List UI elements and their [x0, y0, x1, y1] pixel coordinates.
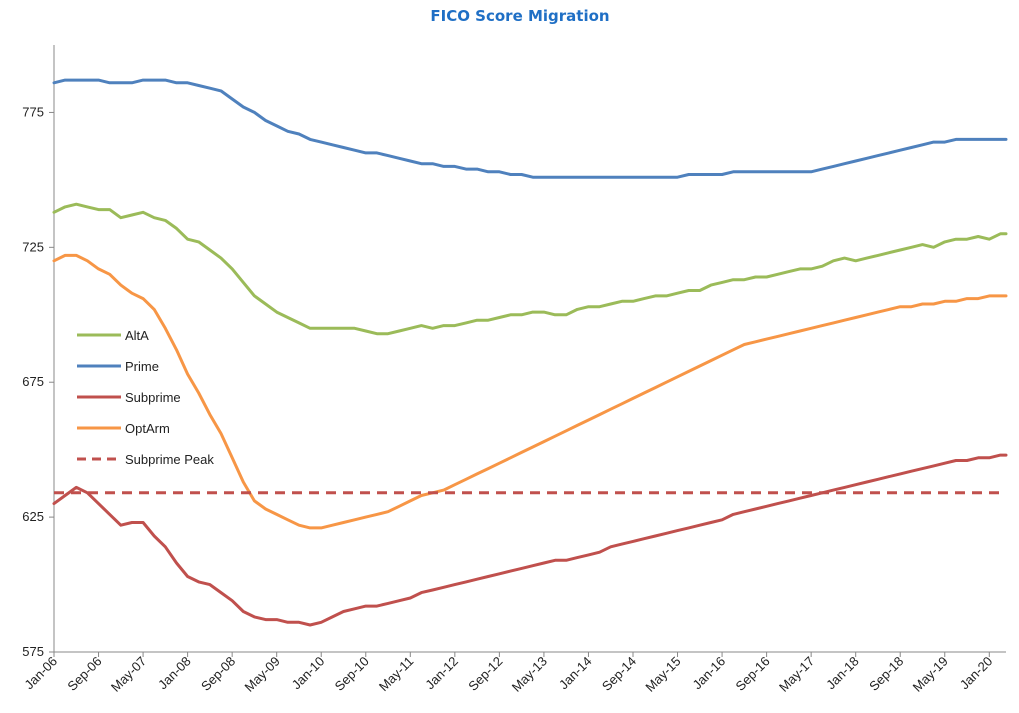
x-tick-label: Jan-16 [689, 654, 728, 693]
y-tick-label: 775 [22, 104, 44, 119]
x-tick-label: Sep-16 [732, 654, 772, 694]
series-line-prime [52, 78, 1008, 179]
x-tick-label: Jan-18 [823, 654, 862, 693]
legend: AltA Prime Subprime OptArm Subprime Peak [77, 328, 214, 467]
y-tick-label: 675 [22, 374, 44, 389]
legend-label: OptArm [125, 421, 170, 436]
x-tick-label: May-09 [242, 654, 283, 695]
x-tick-label: Jan-12 [422, 654, 461, 693]
x-tick-label: May-07 [108, 654, 149, 695]
series-layer [52, 78, 1008, 627]
x-tick-label: Jan-20 [957, 654, 996, 693]
series-line-alta [52, 202, 1008, 336]
x-tick-label: May-17 [776, 654, 817, 695]
series-line-optarm [52, 253, 1008, 530]
legend-label: Subprime Peak [125, 452, 214, 467]
x-tick-label: Sep-10 [332, 654, 372, 694]
x-tick-label: May-11 [376, 654, 417, 695]
x-tick-label: Jan-08 [155, 654, 194, 693]
legend-label: Subprime [125, 390, 181, 405]
x-tick-label: Jan-14 [556, 654, 595, 693]
legend-label: Prime [125, 359, 159, 374]
x-tick-label: May-15 [642, 654, 683, 695]
y-tick-label: 725 [22, 239, 44, 254]
x-tick-label: Sep-12 [465, 654, 505, 694]
x-tick-label: May-19 [910, 654, 951, 695]
y-tick-label: 625 [22, 509, 44, 524]
x-tick-label: Sep-06 [64, 654, 104, 694]
chart-title: FICO Score Migration [430, 7, 609, 25]
series-line-subprime [52, 453, 1008, 627]
x-tick-label: Sep-14 [599, 654, 639, 694]
y-tick-label: 575 [22, 644, 44, 659]
x-tick-label: Sep-18 [866, 654, 906, 694]
legend-label: AltA [125, 328, 149, 343]
x-tick-label: Jan-06 [21, 654, 60, 693]
x-tick-label: Sep-08 [198, 654, 238, 694]
x-tick-label: Jan-10 [289, 654, 328, 693]
x-tick-label: May-13 [509, 654, 550, 695]
